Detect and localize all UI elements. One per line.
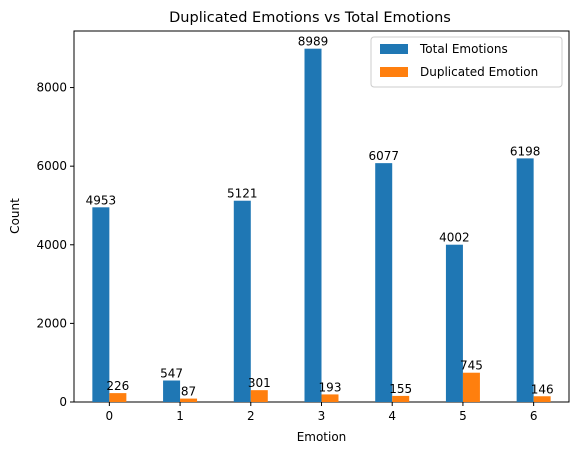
data-label-total-6: 6198 (510, 144, 541, 158)
plot-area: 4953226547875121301898919360771554002745… (36, 30, 570, 423)
bar-total-0 (92, 207, 110, 402)
legend-label-duplicated: Duplicated Emotion (420, 65, 538, 79)
y-tick-label: 6000 (36, 159, 67, 173)
y-axis-label: Count (8, 198, 22, 234)
bar-duplicated-4 (392, 395, 410, 402)
y-tick-label: 8000 (36, 81, 67, 95)
bar-total-5 (445, 244, 463, 402)
data-label-total-4: 6077 (368, 149, 399, 163)
legend: Total Emotions Duplicated Emotion (370, 36, 563, 88)
legend-frame (370, 36, 563, 88)
legend-swatch-total (380, 44, 408, 54)
data-label-duplicated-3: 193 (319, 380, 342, 394)
bars (92, 48, 551, 402)
bar-total-4 (375, 163, 393, 402)
data-label-total-2: 5121 (227, 187, 258, 201)
x-tick-label: 3 (318, 409, 326, 423)
legend-swatch-duplicated (380, 67, 408, 77)
bar-duplicated-5 (462, 372, 480, 402)
data-label-duplicated-0: 226 (106, 379, 129, 393)
bar-duplicated-6 (533, 396, 551, 402)
bar-duplicated-2 (250, 390, 268, 402)
bar-total-1 (163, 380, 181, 402)
data-label-duplicated-1: 87 (181, 385, 196, 399)
x-tick-label: 2 (247, 409, 255, 423)
legend-label-total: Total Emotions (419, 42, 508, 56)
data-label-total-0: 4953 (86, 193, 117, 207)
x-tick-label: 0 (106, 409, 114, 423)
y-axis-ticks: 0 2000 4000 6000 8000 (36, 81, 74, 409)
data-label-duplicated-4: 155 (389, 382, 412, 396)
x-axis-label: Emotion (297, 430, 347, 444)
x-axis-ticks: 0 1 2 3 4 5 6 (106, 402, 538, 423)
y-tick-label: 2000 (36, 316, 67, 330)
data-label-duplicated-5: 745 (460, 359, 483, 373)
bar-duplicated-1 (180, 398, 198, 402)
bar-total-3 (304, 48, 322, 402)
data-label-duplicated-2: 301 (248, 376, 271, 390)
bar-total-2 (233, 200, 251, 402)
chart-title: Duplicated Emotions vs Total Emotions (169, 10, 451, 26)
x-tick-label: 6 (530, 409, 538, 423)
data-label-total-1: 547 (160, 367, 183, 381)
x-tick-label: 1 (176, 409, 184, 423)
bar-duplicated-0 (109, 393, 127, 402)
x-tick-label: 5 (459, 409, 467, 423)
y-tick-label: 0 (59, 395, 67, 409)
y-tick-label: 4000 (36, 238, 67, 252)
bar-total-6 (516, 158, 534, 402)
data-label-total-5: 4002 (439, 231, 470, 245)
bar-labels: 4953 226 547 87 5121 301 8989 193 6077 155 4002 745… (86, 35, 554, 399)
data-label-duplicated-6: 146 (531, 382, 554, 396)
x-tick-label: 4 (388, 409, 396, 423)
data-label-total-3: 8989 (298, 35, 329, 49)
bar-duplicated-3 (321, 394, 339, 402)
